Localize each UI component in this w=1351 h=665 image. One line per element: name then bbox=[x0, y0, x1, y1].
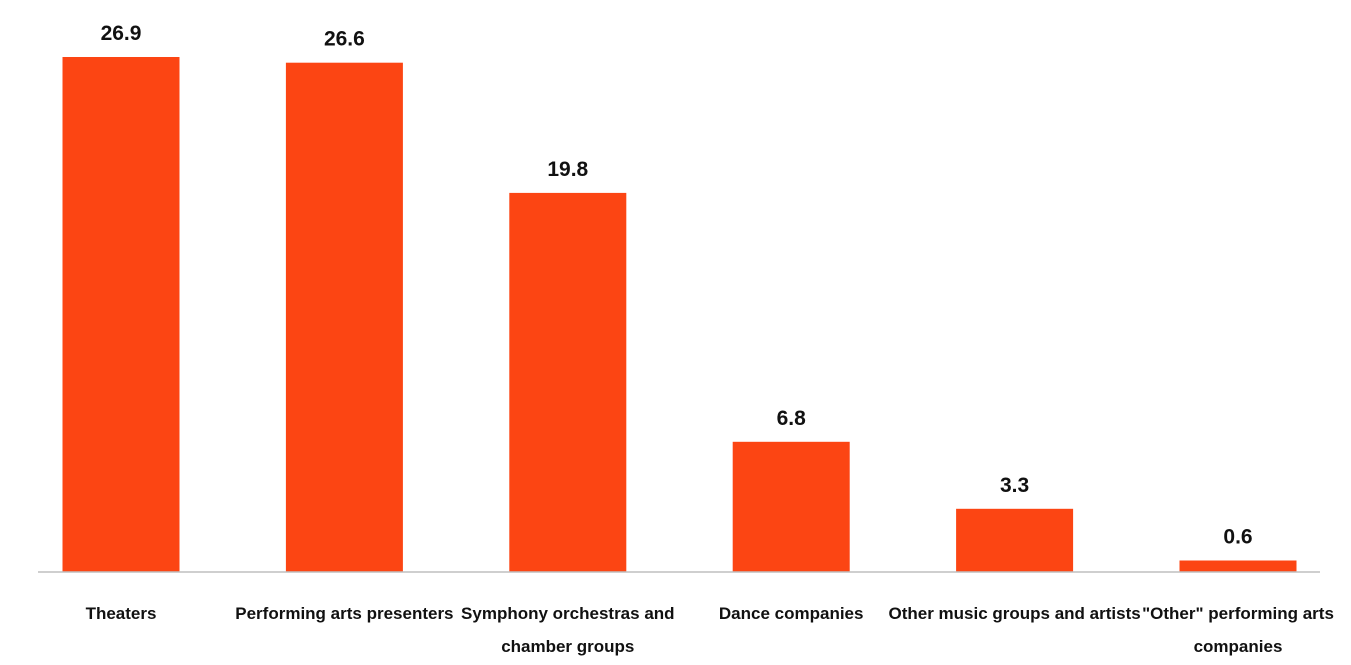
category-label-line: Dance companies bbox=[719, 604, 864, 623]
data-label: 19.8 bbox=[547, 158, 588, 181]
bar bbox=[956, 508, 1074, 572]
bar bbox=[732, 441, 850, 572]
data-label: 6.8 bbox=[777, 407, 807, 430]
data-label: 0.6 bbox=[1223, 526, 1252, 549]
data-labels-group: 26.9 26.6 19.8 6.8 3.3 0.6 bbox=[101, 22, 1253, 549]
category-tick-label: Dance companies bbox=[719, 604, 864, 623]
bar bbox=[1179, 560, 1297, 572]
category-tick-label: "Other" performing arts companies bbox=[1142, 604, 1334, 656]
category-tick-label: Symphony orchestras and chamber groups bbox=[461, 604, 675, 656]
category-labels-group: Theaters Performing arts presenters Sympho… bbox=[86, 604, 1334, 656]
category-tick-label: Performing arts presenters bbox=[235, 604, 453, 623]
bar bbox=[285, 62, 403, 572]
category-label-line: companies bbox=[1194, 637, 1283, 656]
category-label-line: "Other" performing arts bbox=[1142, 604, 1334, 623]
data-label: 3.3 bbox=[1000, 474, 1029, 497]
category-label-line: Other music groups and artists bbox=[888, 604, 1140, 623]
category-tick-label: Theaters bbox=[86, 604, 157, 623]
category-label-line: chamber groups bbox=[501, 637, 634, 656]
category-label-line: Symphony orchestras and bbox=[461, 604, 675, 623]
category-label-line: Theaters bbox=[86, 604, 157, 623]
bars-group bbox=[62, 57, 1297, 572]
bar bbox=[509, 192, 627, 572]
category-tick-label: Other music groups and artists bbox=[888, 604, 1140, 623]
data-label: 26.9 bbox=[101, 22, 142, 45]
category-label-line: Performing arts presenters bbox=[235, 604, 453, 623]
bar bbox=[62, 57, 180, 572]
data-label: 26.6 bbox=[324, 28, 365, 51]
